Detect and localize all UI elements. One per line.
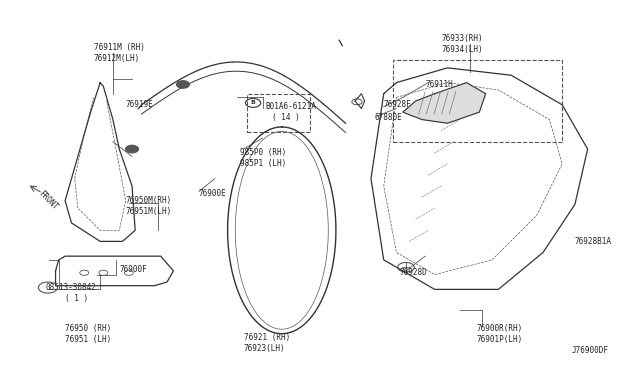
Text: B01A6-6121A: B01A6-6121A <box>266 102 317 111</box>
Text: ( 1 ): ( 1 ) <box>65 294 88 303</box>
Text: 76934(LH): 76934(LH) <box>441 45 483 54</box>
Polygon shape <box>403 83 486 123</box>
Text: ( 14 ): ( 14 ) <box>272 113 300 122</box>
Text: 08513-30842: 08513-30842 <box>46 283 97 292</box>
Text: 76950 (RH): 76950 (RH) <box>65 324 111 333</box>
Text: 76951M(LH): 76951M(LH) <box>125 207 172 217</box>
Circle shape <box>125 145 138 153</box>
Text: 76921 (RH): 76921 (RH) <box>244 333 290 342</box>
Text: 76950M(RH): 76950M(RH) <box>125 196 172 205</box>
Text: 76933(RH): 76933(RH) <box>441 34 483 43</box>
Text: 76923(LH): 76923(LH) <box>244 344 285 353</box>
Text: J76900DF: J76900DF <box>572 346 609 355</box>
Text: 76900F: 76900F <box>119 264 147 273</box>
Text: 76901P(LH): 76901P(LH) <box>476 335 522 344</box>
Text: 76912M(LH): 76912M(LH) <box>94 54 140 63</box>
Text: 76911H: 76911H <box>425 80 453 89</box>
Text: 76919E: 76919E <box>125 100 154 109</box>
Text: FRONT: FRONT <box>36 189 59 212</box>
Text: 76928D: 76928D <box>399 268 428 277</box>
Text: 76900E: 76900E <box>199 189 227 198</box>
Text: 985P1 (LH): 985P1 (LH) <box>241 159 287 169</box>
Text: 67880E: 67880E <box>374 113 402 122</box>
Circle shape <box>177 81 189 88</box>
Text: 985P0 (RH): 985P0 (RH) <box>241 148 287 157</box>
Text: 76911M (RH): 76911M (RH) <box>94 43 145 52</box>
Text: 76951 (LH): 76951 (LH) <box>65 335 111 344</box>
Text: B: B <box>251 100 255 105</box>
Text: 76900R(RH): 76900R(RH) <box>476 324 522 333</box>
Text: 76928F: 76928F <box>384 100 412 109</box>
Text: 76928B1A: 76928B1A <box>575 237 612 246</box>
